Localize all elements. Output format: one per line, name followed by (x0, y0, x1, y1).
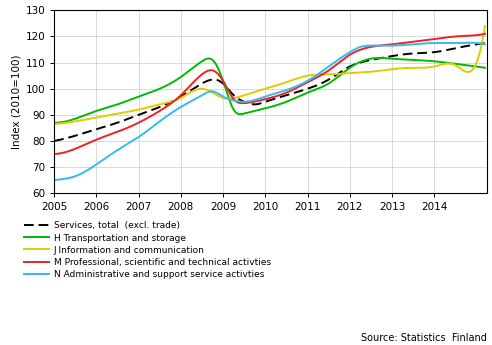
Legend: Services, total  (excl. trade), H Transportation and storage, J Information and : Services, total (excl. trade), H Transpo… (24, 221, 271, 279)
Y-axis label: Index (2010=100): Index (2010=100) (11, 55, 21, 149)
Text: Source: Statistics  Finland: Source: Statistics Finland (361, 333, 487, 343)
